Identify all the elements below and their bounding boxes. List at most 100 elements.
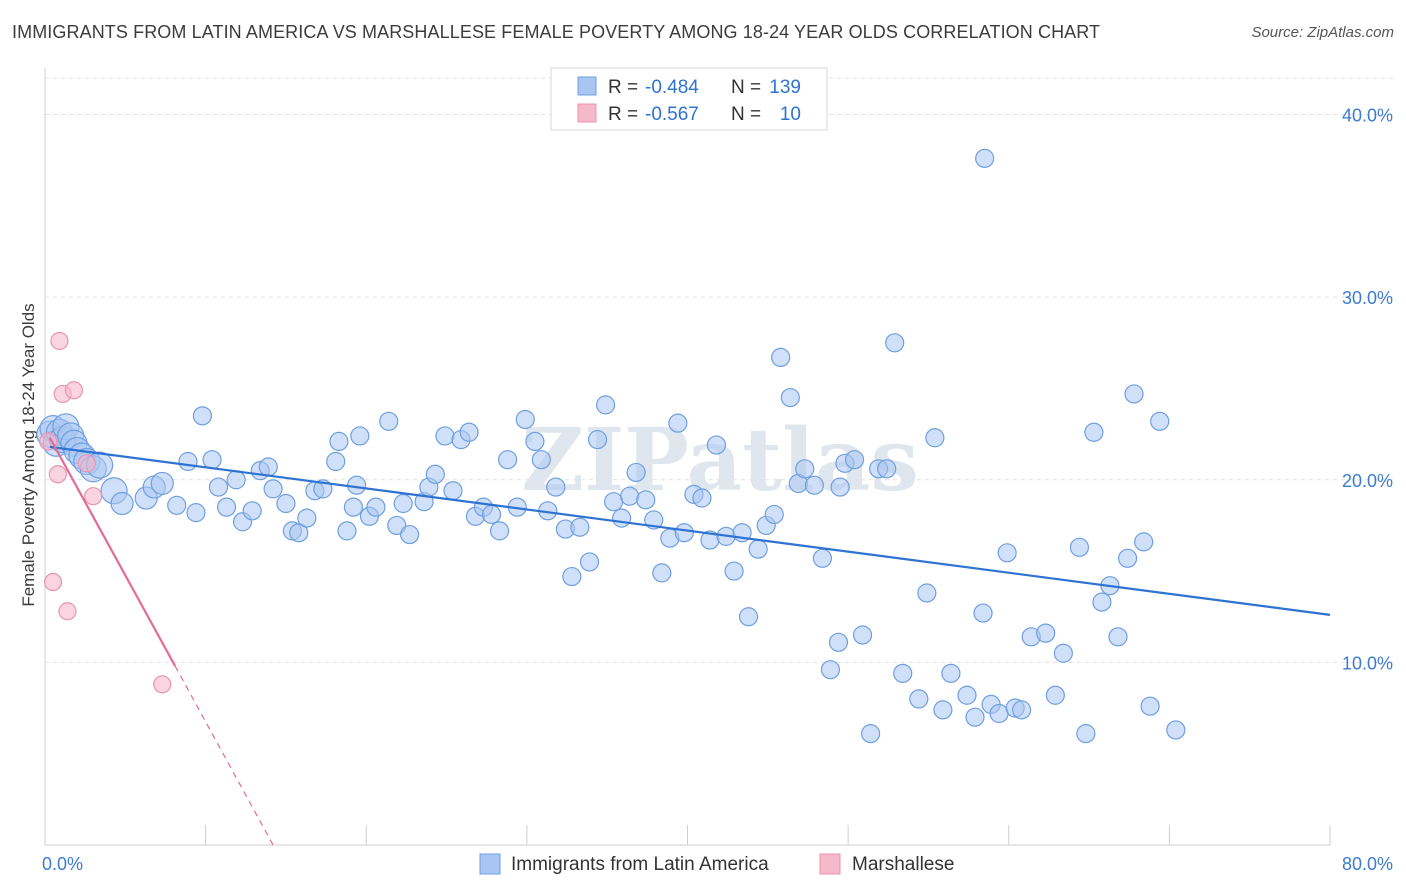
data-point <box>192 406 213 426</box>
data-point <box>276 493 296 514</box>
data-point <box>587 429 608 450</box>
data-point <box>329 431 349 452</box>
data-point <box>1134 532 1154 552</box>
stats-r-value: -0.567 <box>645 104 699 125</box>
data-point <box>167 495 187 515</box>
data-point <box>1045 685 1065 705</box>
source-label: Source: ZipAtlas.com <box>1251 24 1394 41</box>
data-point <box>1084 422 1104 442</box>
data-point <box>885 333 905 353</box>
data-point <box>925 428 945 448</box>
data-point <box>58 602 77 621</box>
data-point <box>975 148 995 168</box>
data-point <box>1108 627 1128 647</box>
data-point <box>780 387 800 408</box>
data-point <box>481 504 502 525</box>
data-point <box>1140 696 1160 716</box>
data-point <box>459 422 479 442</box>
stats-n-value: 10 <box>780 104 801 125</box>
data-point <box>612 508 632 528</box>
chart-title: IMMIGRANTS FROM LATIN AMERICA VS MARSHAL… <box>12 22 1101 42</box>
stats-swatch <box>577 76 597 96</box>
stats-n-value: 139 <box>769 77 801 98</box>
data-point <box>1036 623 1056 643</box>
data-point <box>64 381 84 400</box>
data-point <box>435 426 455 446</box>
data-point <box>604 492 624 512</box>
data-point <box>804 475 824 495</box>
data-point <box>595 395 616 415</box>
data-point <box>1053 643 1073 663</box>
data-point <box>636 490 656 510</box>
legend-label-immigrants: Immigrants from Latin America <box>511 854 769 875</box>
data-point <box>562 566 582 587</box>
data-point <box>48 465 67 484</box>
data-point <box>350 426 370 446</box>
data-point <box>43 572 63 592</box>
data-point <box>644 510 664 530</box>
data-point <box>830 477 850 497</box>
data-point <box>226 470 246 490</box>
data-point <box>917 583 937 603</box>
data-point <box>748 539 768 559</box>
data-point <box>50 331 69 351</box>
data-point <box>652 563 672 583</box>
data-point <box>738 607 759 627</box>
data-point <box>570 517 590 537</box>
data-point <box>150 471 174 496</box>
trendline-marshallese <box>48 437 177 667</box>
data-point <box>933 700 953 720</box>
data-point <box>297 508 317 528</box>
data-point <box>425 464 445 484</box>
data-point <box>820 660 841 680</box>
y-tick-label: 30.0% <box>1342 288 1393 308</box>
data-point <box>110 491 134 516</box>
y-tick-label: 40.0% <box>1342 106 1393 126</box>
data-point <box>393 493 413 514</box>
data-point <box>153 675 172 694</box>
stats-legend: R = -0.484 N = 139 R = -0.567 N = 10 <box>550 67 828 131</box>
data-point <box>668 413 688 433</box>
data-point <box>674 523 694 543</box>
legend-swatch-immigrants <box>479 853 501 875</box>
data-point <box>828 632 849 652</box>
data-point <box>893 663 913 683</box>
data-point <box>771 347 791 368</box>
data-point <box>289 523 309 543</box>
data-point <box>337 521 357 541</box>
stats-swatch <box>577 103 597 123</box>
data-point <box>77 454 96 473</box>
data-point <box>1118 548 1138 568</box>
y-tick-label: 20.0% <box>1342 471 1393 491</box>
data-point <box>965 707 985 727</box>
data-point <box>997 543 1017 563</box>
data-point <box>1150 411 1170 431</box>
data-point <box>546 477 566 497</box>
data-point <box>852 625 873 645</box>
data-point <box>379 411 399 431</box>
data-point <box>626 462 646 483</box>
data-point <box>1092 592 1112 612</box>
y-axis-label: Female Poverty Among 18-24 Year Olds <box>19 303 38 606</box>
data-point <box>202 450 222 470</box>
data-point <box>343 497 363 517</box>
data-point <box>844 450 865 470</box>
data-point <box>1069 537 1090 557</box>
data-point <box>941 663 961 683</box>
data-point <box>489 521 510 541</box>
data-point <box>957 685 977 705</box>
y-tick-label: 10.0% <box>1342 653 1393 673</box>
data-point <box>1124 384 1144 404</box>
x-tick-label: 80.0% <box>1342 854 1393 874</box>
data-point <box>692 488 712 508</box>
data-point <box>208 477 229 497</box>
data-point <box>443 481 463 501</box>
stats-n-label: N = <box>731 77 761 98</box>
stats-r-value: -0.484 <box>645 77 699 98</box>
legend-swatch-marshallese <box>819 853 841 875</box>
data-point <box>989 703 1009 724</box>
data-point <box>525 431 545 452</box>
data-point <box>620 486 640 506</box>
legend-label-marshallese: Marshallese <box>852 854 954 875</box>
series-legend: Immigrants from Latin America Marshallese <box>479 853 954 875</box>
